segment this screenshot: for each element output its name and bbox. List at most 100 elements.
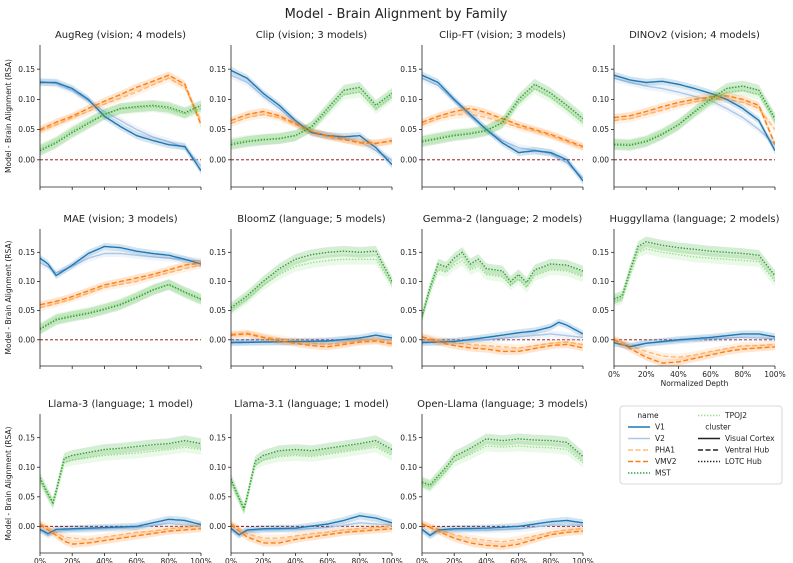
series-line-TPOJ2	[422, 87, 583, 142]
y-tick-label: 0.00	[18, 335, 35, 344]
band-V1	[231, 66, 392, 169]
panel-2: Clip-FT (vision; 3 models) 0.00 0.05 0.10 0.…	[400, 30, 584, 190]
series-line-VMV2	[231, 110, 392, 145]
legend-label: VMV2	[655, 457, 677, 466]
x-tick-label: 80%	[160, 557, 177, 563]
panel-7: Huggyllama (language; 2 models) 0.00 0.05 0…	[592, 214, 785, 388]
band-MST	[614, 80, 775, 151]
band-MST	[422, 78, 583, 148]
y-tick-label: 0.00	[592, 335, 609, 344]
series-line-V2	[231, 522, 392, 537]
x-tick-label: 60%	[319, 557, 336, 563]
panel-title: Open-Llama (language; 3 models)	[417, 399, 588, 410]
band-VMV2	[231, 521, 392, 547]
y-axis-label: Model - Brain Alignment (RSA)	[4, 426, 13, 540]
series-line-TPOJ2	[40, 284, 201, 329]
y-tick-label: 0.05	[209, 492, 226, 501]
band-TPOJ2	[40, 279, 201, 334]
panel-0: AugReg (vision; 4 models) 0.00 0.05 0.10 0.1…	[4, 30, 202, 190]
band-VMV2	[614, 336, 775, 366]
band-MST	[40, 100, 201, 157]
x-tick-label: 60%	[128, 557, 145, 563]
y-tick-label: 0.10	[209, 95, 226, 104]
series-line-VMV2	[422, 523, 583, 548]
y-tick-label: 0.05	[400, 492, 417, 501]
series-line-PHA1	[422, 113, 583, 149]
x-tick-label: 40%	[670, 370, 687, 379]
panels-grid: AugReg (vision; 4 models) 0.00 0.05 0.10 0.1…	[4, 30, 786, 563]
legend-section-title: cluster	[705, 423, 731, 432]
y-tick-label: 0.15	[592, 248, 609, 257]
y-tick-label: 0.15	[400, 433, 417, 442]
y-axis-label: Model - Brain Alignment (RSA)	[4, 240, 13, 354]
y-tick-label: 0.00	[18, 522, 35, 531]
series-line-TPOJ2	[614, 248, 775, 302]
y-tick-label: 0.10	[18, 277, 35, 286]
x-tick-label: 0%	[608, 370, 620, 379]
band-V1	[422, 318, 583, 347]
series-line-PHA1	[614, 98, 775, 131]
series-line-PHA1	[614, 337, 775, 359]
band-MST	[231, 245, 392, 313]
band-TPOJ2	[40, 101, 201, 155]
series-line-V2	[422, 77, 583, 179]
legend-frame	[619, 405, 783, 485]
y-tick-label: 0.05	[18, 306, 35, 315]
x-tick-label: 100%	[764, 370, 785, 379]
series-line-V1	[40, 81, 201, 172]
series-line-TPOJ2	[614, 89, 775, 145]
band-PHA1	[231, 519, 392, 542]
band-V2	[422, 74, 583, 182]
x-tick-label: 80%	[351, 557, 368, 563]
panel-title: DINOv2 (vision; 4 models)	[629, 30, 760, 41]
series-line-V1	[231, 514, 392, 536]
series-line-V1	[614, 74, 775, 152]
x-tick-label: 100%	[381, 557, 402, 563]
legend-label: V2	[655, 434, 665, 443]
y-tick-label: 0.15	[18, 433, 35, 442]
y-tick-label: 0.05	[400, 125, 417, 134]
series-line-MST	[422, 251, 583, 317]
panel-title: Clip-FT (vision; 3 models)	[439, 30, 566, 41]
series-line-VMV2	[40, 74, 201, 131]
legend-label: V1	[655, 423, 665, 432]
series-line-V2	[614, 77, 775, 146]
panel-title: Llama-3.1 (language; 1 model)	[234, 399, 389, 410]
y-tick-label: 0.05	[209, 306, 226, 315]
series-line-VMV2	[422, 107, 583, 148]
panel-5: BloomZ (language; 5 models) 0.00 0.05 0.10 0…	[209, 214, 393, 369]
band-MST	[231, 81, 392, 151]
y-tick-label: 0.15	[18, 65, 35, 74]
band-VMV2	[40, 521, 201, 548]
y-tick-label: 0.05	[400, 306, 417, 315]
series-line-V2	[40, 80, 201, 167]
y-tick-label: 0.15	[209, 433, 226, 442]
x-tick-label: 0%	[225, 557, 237, 563]
band-PHA1	[40, 519, 201, 543]
band-MST	[422, 247, 583, 322]
band-MST	[40, 279, 201, 335]
x-tick-label: 0%	[416, 557, 428, 563]
series-line-V1	[614, 333, 775, 348]
y-tick-label: 0.05	[592, 306, 609, 315]
panel-title: Clip (vision; 3 models)	[256, 30, 368, 41]
panel-title: BloomZ (language; 5 models)	[237, 214, 386, 225]
y-tick-label: 0.10	[400, 95, 417, 104]
legend-label: Visual Cortex	[725, 434, 775, 443]
y-tick-label: 0.05	[18, 492, 35, 501]
y-tick-label: 0.00	[209, 155, 226, 164]
y-tick-label: 0.10	[18, 95, 35, 104]
band-TPOJ2	[422, 83, 583, 146]
x-tick-label: 20%	[64, 557, 81, 563]
y-tick-label: 0.15	[592, 65, 609, 74]
band-VMV2	[422, 333, 583, 355]
band-PHA1	[614, 335, 775, 361]
series-line-TPOJ2	[40, 446, 201, 506]
panel-10: Open-Llama (language; 3 models) 0.00 0.05 0…	[400, 399, 593, 563]
band-VMV2	[614, 92, 775, 149]
series-line-VMV2	[614, 339, 775, 364]
x-tick-label: 0%	[34, 557, 46, 563]
band-TPOJ2	[231, 441, 392, 516]
legend: name V1 V2 PHA1 VMV2 MST TPOJ2 cluster Visual Co…	[619, 405, 783, 485]
series-line-MST	[422, 83, 583, 143]
